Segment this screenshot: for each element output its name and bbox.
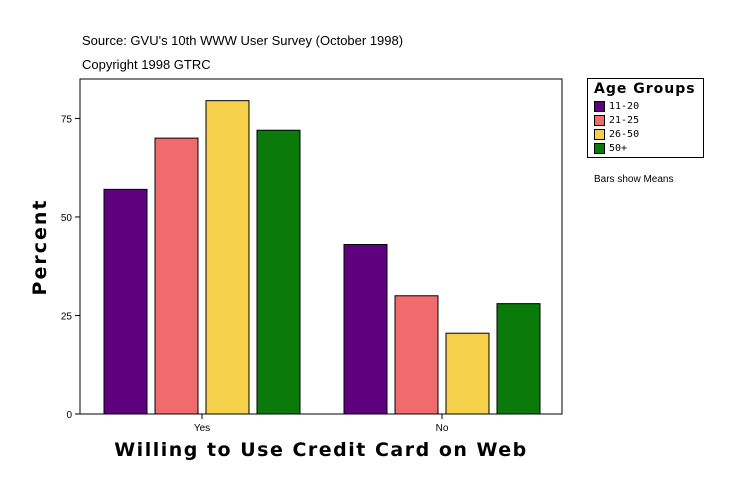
legend-label-50-plus: 50+: [609, 142, 628, 154]
x-axis-label: Willing to Use Credit Card on Web: [114, 439, 528, 461]
legend-label-26-50: 26-50: [609, 128, 640, 140]
chart-note: Bars show Means: [594, 174, 674, 185]
bar-yes-50-plus: [256, 129, 301, 415]
y-tick-label-75: 75: [61, 114, 73, 125]
legend-entry-26-50: 26-50: [594, 127, 639, 141]
plot-area: 0 25 50 75 Yes No: [61, 78, 563, 434]
chart-copyright: Copyright 1998 GTRC: [82, 57, 211, 72]
bar-no-50-plus: [496, 303, 541, 415]
legend-swatch-11-20: [594, 100, 605, 112]
x-tick-label-yes: Yes: [194, 423, 210, 434]
legend-label-21-25: 21-25: [609, 114, 640, 126]
y-tick-label-50: 50: [61, 213, 73, 224]
bar-no-11-20: [343, 244, 388, 415]
bar-no-21-25: [394, 295, 439, 415]
plot-frame: [79, 78, 563, 415]
legend-swatch-21-25: [594, 114, 605, 126]
bar-no-26-50: [445, 332, 490, 415]
legend-swatch-26-50: [594, 128, 605, 140]
bar-yes-26-50: [205, 100, 250, 415]
bar-yes-21-25: [154, 137, 199, 415]
y-tick-label-25: 25: [61, 311, 73, 322]
legend-swatch-50-plus: [594, 142, 605, 154]
legend: Age Groups 11-20 21-25 26-50 50+: [587, 78, 704, 158]
legend-label-11-20: 11-20: [609, 100, 640, 112]
x-tick-label-no: No: [436, 423, 449, 434]
legend-entry-50-plus: 50+: [594, 141, 627, 155]
chart-source: Source: GVU's 10th WWW User Survey (Octo…: [82, 33, 404, 48]
y-tick-label-0: 0: [66, 410, 72, 421]
legend-entry-21-25: 21-25: [594, 113, 639, 127]
legend-title: Age Groups: [594, 81, 696, 97]
legend-entry-11-20: 11-20: [594, 99, 639, 113]
bar-yes-11-20: [103, 188, 148, 415]
y-axis-label: Percent: [29, 198, 51, 296]
